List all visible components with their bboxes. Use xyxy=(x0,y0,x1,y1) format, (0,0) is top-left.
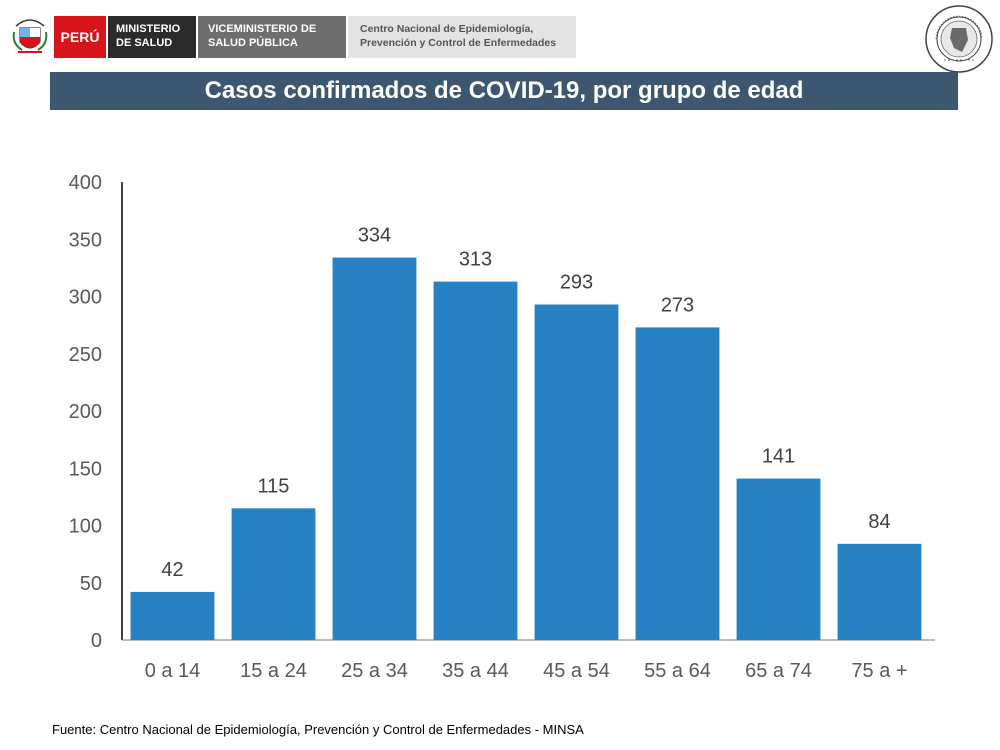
y-tick-label: 0 xyxy=(91,630,102,652)
bar-6 xyxy=(635,327,720,640)
bar-7 xyxy=(736,478,821,640)
bar-3 xyxy=(332,257,417,640)
bar-8 xyxy=(837,543,922,640)
bar-2 xyxy=(231,508,316,640)
bar-4 xyxy=(433,281,518,640)
x-tick-label: 35 a 44 xyxy=(442,660,509,682)
y-tick-label: 300 xyxy=(69,287,102,309)
y-tick-label: 100 xyxy=(69,516,102,538)
header: PERÚ MINISTERIO DE SALUD VICEMINISTERIO … xyxy=(0,0,1000,73)
bar-chart: 0 50 100 150 200 250 300 350 400 42 0 a 14 115 15 a … xyxy=(69,172,935,682)
center-label: Centro Nacional de Epidemiología, Preven… xyxy=(348,16,576,58)
y-tick-label: 400 xyxy=(69,172,102,194)
x-tick-label: 25 a 34 xyxy=(341,660,408,682)
vice-line-2: SALUD PÚBLICA xyxy=(208,37,298,49)
ministry-line-2: DE SALUD xyxy=(116,37,173,49)
y-tick-label: 200 xyxy=(69,401,102,423)
x-tick-label: 55 a 64 xyxy=(644,660,711,682)
y-tick-label: 350 xyxy=(69,229,102,251)
viceministry-label: VICEMINISTERIO DE SALUD PÚBLICA xyxy=(198,16,346,58)
bar-5 xyxy=(534,304,619,640)
coat-of-arms-icon xyxy=(12,19,48,53)
ministry-line-1: MINISTERIO xyxy=(116,23,181,35)
x-tick-label: 15 a 24 xyxy=(240,660,307,682)
center-line-2: Prevención y Control de Enfermedades xyxy=(360,37,557,49)
data-label: 84 xyxy=(868,511,890,533)
data-label: 334 xyxy=(358,225,391,247)
y-tick-label: 250 xyxy=(69,344,102,366)
data-label: 293 xyxy=(560,272,593,294)
data-label: 115 xyxy=(258,475,290,497)
data-label: 273 xyxy=(661,294,694,316)
y-tick-label: 150 xyxy=(69,458,102,480)
x-tick-label: 75 a + xyxy=(851,660,907,682)
x-tick-label: 65 a 74 xyxy=(745,660,812,682)
source-note: Fuente: Centro Nacional de Epidemiología… xyxy=(52,722,584,737)
data-label: 42 xyxy=(161,559,183,581)
renace-logo-icon xyxy=(925,5,993,73)
ministry-label: MINISTERIO DE SALUD xyxy=(108,16,196,58)
peru-label: PERÚ xyxy=(54,16,106,58)
center-line-1: Centro Nacional de Epidemiología, xyxy=(360,23,534,35)
chart-title: Casos confirmados de COVID-19, por grupo… xyxy=(50,72,958,110)
data-label: 313 xyxy=(459,249,492,271)
data-label: 141 xyxy=(762,446,795,468)
bar-1 xyxy=(130,591,215,640)
x-tick-label: 45 a 54 xyxy=(543,660,610,682)
x-tick-label: 0 a 14 xyxy=(145,660,201,682)
y-tick-label: 50 xyxy=(80,573,102,595)
vice-line-1: VICEMINISTERIO DE xyxy=(208,23,317,35)
